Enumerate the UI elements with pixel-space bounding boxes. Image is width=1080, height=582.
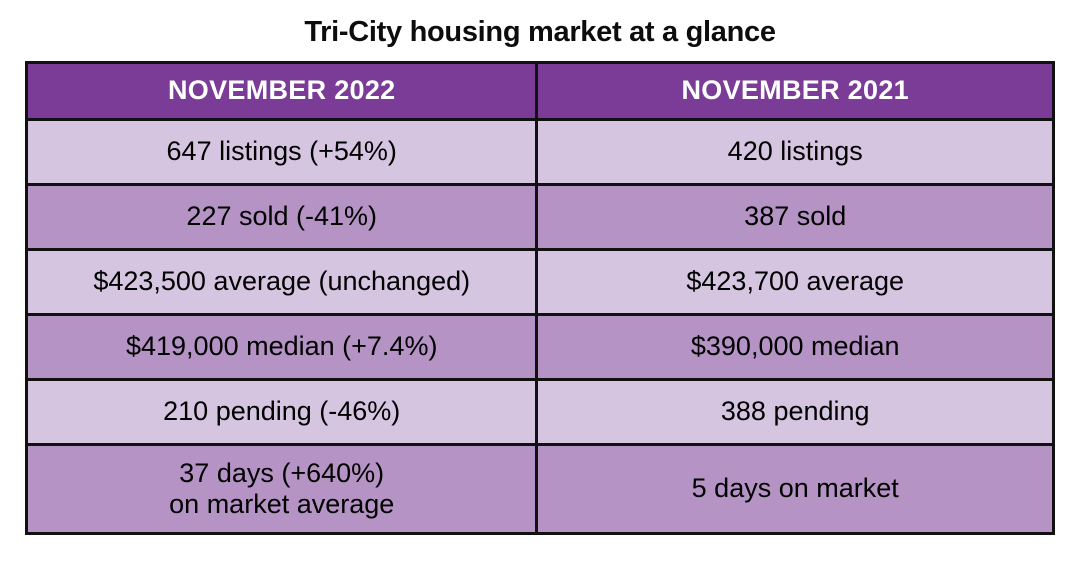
cell-pending-2021: 388 pending xyxy=(538,381,1052,443)
cell-days-on-market-2022: 37 days (+640%) on market average xyxy=(28,446,536,532)
header-cell-november-2021: NOVEMBER 2021 xyxy=(538,64,1052,118)
cell-listings-2022: 647 listings (+54%) xyxy=(28,121,536,183)
chart-title: Tri-City housing market at a glance xyxy=(304,16,776,48)
cell-listings-2021: 420 listings xyxy=(538,121,1052,183)
cell-days-on-market-2021: 5 days on market xyxy=(538,446,1052,532)
cell-median-price-2021: $390,000 median xyxy=(538,316,1052,378)
cell-pending-2022: 210 pending (-46%) xyxy=(28,381,536,443)
cell-sold-2021: 387 sold xyxy=(538,186,1052,248)
housing-market-table: NOVEMBER 2022 NOVEMBER 2021 647 listings… xyxy=(25,61,1055,535)
cell-sold-2022: 227 sold (-41%) xyxy=(28,186,536,248)
cell-average-price-2021: $423,700 average xyxy=(538,251,1052,313)
header-cell-november-2022: NOVEMBER 2022 xyxy=(28,64,536,118)
cell-average-price-2022: $423,500 average (unchanged) xyxy=(28,251,536,313)
cell-median-price-2022: $419,000 median (+7.4%) xyxy=(28,316,536,378)
